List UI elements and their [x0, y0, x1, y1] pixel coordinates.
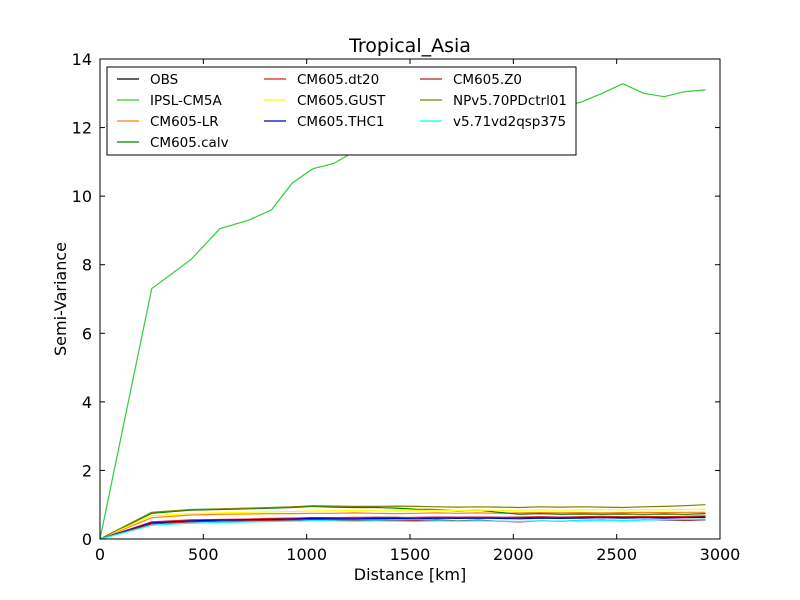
x-tick-label: 3000	[700, 545, 741, 564]
legend-entry: NPv5.70PDctrl01	[453, 93, 567, 109]
y-tick-label: 10	[72, 187, 92, 206]
legend-entry: CM605.GUST	[297, 93, 386, 109]
y-tick-label: 14	[72, 50, 92, 69]
x-tick-label: 2000	[493, 545, 534, 564]
legend-entry: CM605-LR	[150, 114, 219, 130]
y-tick-label: 4	[82, 393, 92, 412]
series-line-3	[99, 505, 706, 540]
series-line-7	[99, 518, 706, 540]
legend-entry: CM605.THC1	[297, 114, 385, 130]
y-tick-label: 12	[72, 119, 92, 138]
x-tick-label: 1500	[390, 545, 431, 564]
x-axis-label: Distance [km]	[354, 565, 466, 584]
legend-entry: CM605.calv	[150, 135, 229, 151]
legend-entry: OBS	[150, 72, 178, 88]
y-axis-ticks: 0 2 4 6 8 10 12 14	[72, 50, 720, 549]
y-axis-label: Semi-Variance	[51, 242, 70, 356]
series-line-9	[99, 518, 706, 540]
y-tick-label: 8	[82, 256, 92, 275]
legend-entry: v5.71vd2qsp375	[453, 114, 566, 130]
chart-title: Tropical_Asia	[348, 35, 471, 57]
x-tick-label: 2500	[596, 545, 637, 564]
x-tick-label: 1000	[286, 545, 327, 564]
series-line-2	[99, 511, 706, 540]
series-line-4	[99, 515, 706, 540]
legend-box	[106, 66, 577, 156]
series-lines	[99, 83, 706, 540]
y-tick-label: 6	[82, 324, 92, 343]
series-line-8	[99, 504, 706, 540]
legend: OBS IPSL-CM5A CM605-LR CM605.calv CM605.dt20…	[106, 66, 577, 156]
y-tick-label: 2	[82, 461, 92, 480]
y-tick-label: 0	[82, 530, 92, 549]
legend-entry: CM605.Z0	[453, 72, 522, 88]
x-tick-label: 500	[188, 545, 219, 564]
series-line-5	[99, 508, 706, 540]
legend-entry: IPSL-CM5A	[150, 93, 223, 109]
legend-entry: CM605.dt20	[297, 72, 379, 88]
x-tick-label: 0	[95, 545, 105, 564]
series-line-6	[99, 516, 706, 540]
x-axis-ticks: 0 500 1000 1500 2000 2500 3000	[95, 59, 740, 564]
